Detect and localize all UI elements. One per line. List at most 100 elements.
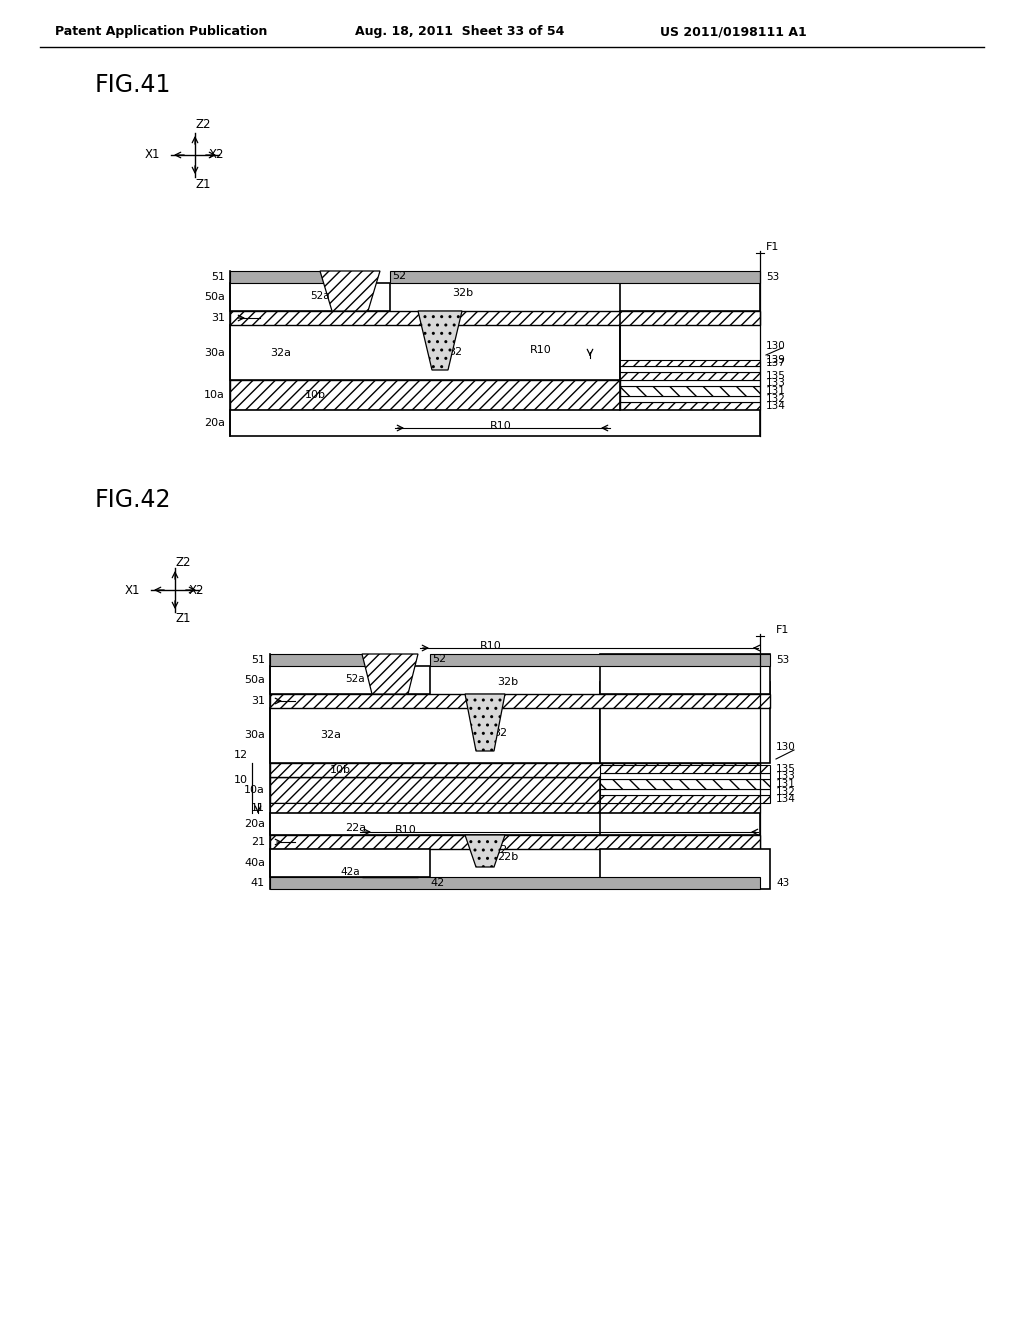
- Text: 133: 133: [766, 378, 785, 388]
- Text: 20a: 20a: [244, 818, 265, 829]
- Text: 10b: 10b: [330, 766, 351, 775]
- Text: 50a: 50a: [204, 292, 225, 302]
- Text: US 2011/0198111 A1: US 2011/0198111 A1: [660, 25, 807, 38]
- Bar: [270, 667, 430, 694]
- Bar: [230, 380, 620, 411]
- Text: 30a: 30a: [244, 730, 265, 741]
- Text: 41: 41: [251, 878, 265, 888]
- Text: R10: R10: [480, 642, 502, 651]
- Bar: [600, 779, 770, 789]
- Text: 31: 31: [251, 696, 265, 706]
- Text: R10: R10: [530, 345, 552, 355]
- Text: F1: F1: [766, 242, 779, 252]
- Text: 53: 53: [776, 655, 790, 665]
- Bar: [270, 803, 760, 813]
- Bar: [270, 813, 760, 836]
- Bar: [230, 411, 760, 436]
- Bar: [600, 385, 760, 396]
- Text: X2: X2: [189, 583, 205, 597]
- Text: 137: 137: [766, 358, 785, 368]
- Polygon shape: [362, 653, 418, 694]
- Text: Z1: Z1: [195, 178, 211, 191]
- Bar: [600, 360, 760, 366]
- Text: 32a: 32a: [319, 730, 341, 741]
- Polygon shape: [418, 312, 462, 370]
- Polygon shape: [465, 694, 505, 751]
- Polygon shape: [319, 271, 380, 312]
- Text: 130: 130: [776, 742, 796, 752]
- Text: 22: 22: [493, 845, 507, 855]
- Text: 134: 134: [766, 401, 785, 411]
- Bar: [390, 271, 760, 282]
- Bar: [600, 380, 760, 385]
- Text: Z2: Z2: [175, 556, 190, 569]
- Text: 11: 11: [251, 803, 265, 813]
- Text: 10a: 10a: [244, 785, 265, 795]
- Text: 21: 21: [251, 837, 265, 847]
- Bar: [600, 774, 770, 779]
- Bar: [270, 777, 760, 803]
- Text: 52a: 52a: [345, 675, 365, 684]
- Text: 43: 43: [776, 878, 790, 888]
- Text: 139: 139: [766, 355, 785, 366]
- Text: Aug. 18, 2011  Sheet 33 of 54: Aug. 18, 2011 Sheet 33 of 54: [355, 25, 564, 38]
- Text: Z1: Z1: [175, 611, 190, 624]
- Bar: [600, 372, 760, 380]
- Text: X2: X2: [209, 149, 224, 161]
- Text: 135: 135: [776, 764, 796, 774]
- Bar: [230, 282, 390, 312]
- Text: 32: 32: [493, 729, 507, 738]
- Text: 52: 52: [432, 653, 446, 664]
- Bar: [600, 682, 770, 763]
- Bar: [600, 366, 760, 372]
- Bar: [230, 312, 760, 325]
- Text: 40a: 40a: [244, 858, 265, 869]
- Text: 52a: 52a: [310, 290, 330, 301]
- Text: 52: 52: [392, 271, 407, 281]
- Text: 50a: 50a: [244, 675, 265, 685]
- Bar: [600, 849, 770, 888]
- Polygon shape: [465, 836, 505, 867]
- Text: 10: 10: [234, 775, 248, 785]
- Text: 20a: 20a: [204, 418, 225, 428]
- Text: 42a: 42a: [340, 867, 359, 876]
- Text: 51: 51: [251, 655, 265, 665]
- Text: 31: 31: [211, 313, 225, 323]
- Text: Patent Application Publication: Patent Application Publication: [55, 25, 267, 38]
- Text: 51: 51: [211, 272, 225, 282]
- Text: X1: X1: [125, 583, 140, 597]
- Text: 132: 132: [766, 393, 785, 404]
- Bar: [230, 271, 330, 282]
- Text: 133: 133: [776, 771, 796, 781]
- Text: R10: R10: [490, 421, 512, 432]
- Bar: [230, 325, 620, 380]
- Text: 131: 131: [776, 779, 796, 789]
- Bar: [270, 708, 600, 763]
- Text: 22a: 22a: [345, 822, 367, 833]
- Text: X1: X1: [144, 149, 160, 161]
- Text: 12: 12: [233, 750, 248, 760]
- Bar: [600, 396, 760, 403]
- Text: 135: 135: [766, 371, 785, 381]
- Text: 30a: 30a: [204, 347, 225, 358]
- Text: 32: 32: [449, 347, 462, 356]
- Text: 10b: 10b: [305, 389, 326, 400]
- Bar: [270, 849, 430, 876]
- Text: 32b: 32b: [452, 288, 473, 298]
- Text: 32a: 32a: [270, 347, 291, 358]
- Bar: [430, 653, 770, 667]
- Text: 53: 53: [766, 272, 779, 282]
- Bar: [600, 795, 770, 803]
- Bar: [620, 282, 760, 312]
- Bar: [600, 653, 770, 694]
- Bar: [600, 403, 760, 411]
- Text: F1: F1: [776, 624, 790, 635]
- Bar: [270, 694, 770, 708]
- Text: 132: 132: [776, 787, 796, 797]
- Bar: [270, 763, 760, 777]
- Text: 22b: 22b: [497, 851, 518, 862]
- Text: 42: 42: [430, 878, 444, 888]
- Bar: [270, 653, 370, 667]
- Text: 131: 131: [766, 385, 785, 396]
- Bar: [270, 876, 760, 888]
